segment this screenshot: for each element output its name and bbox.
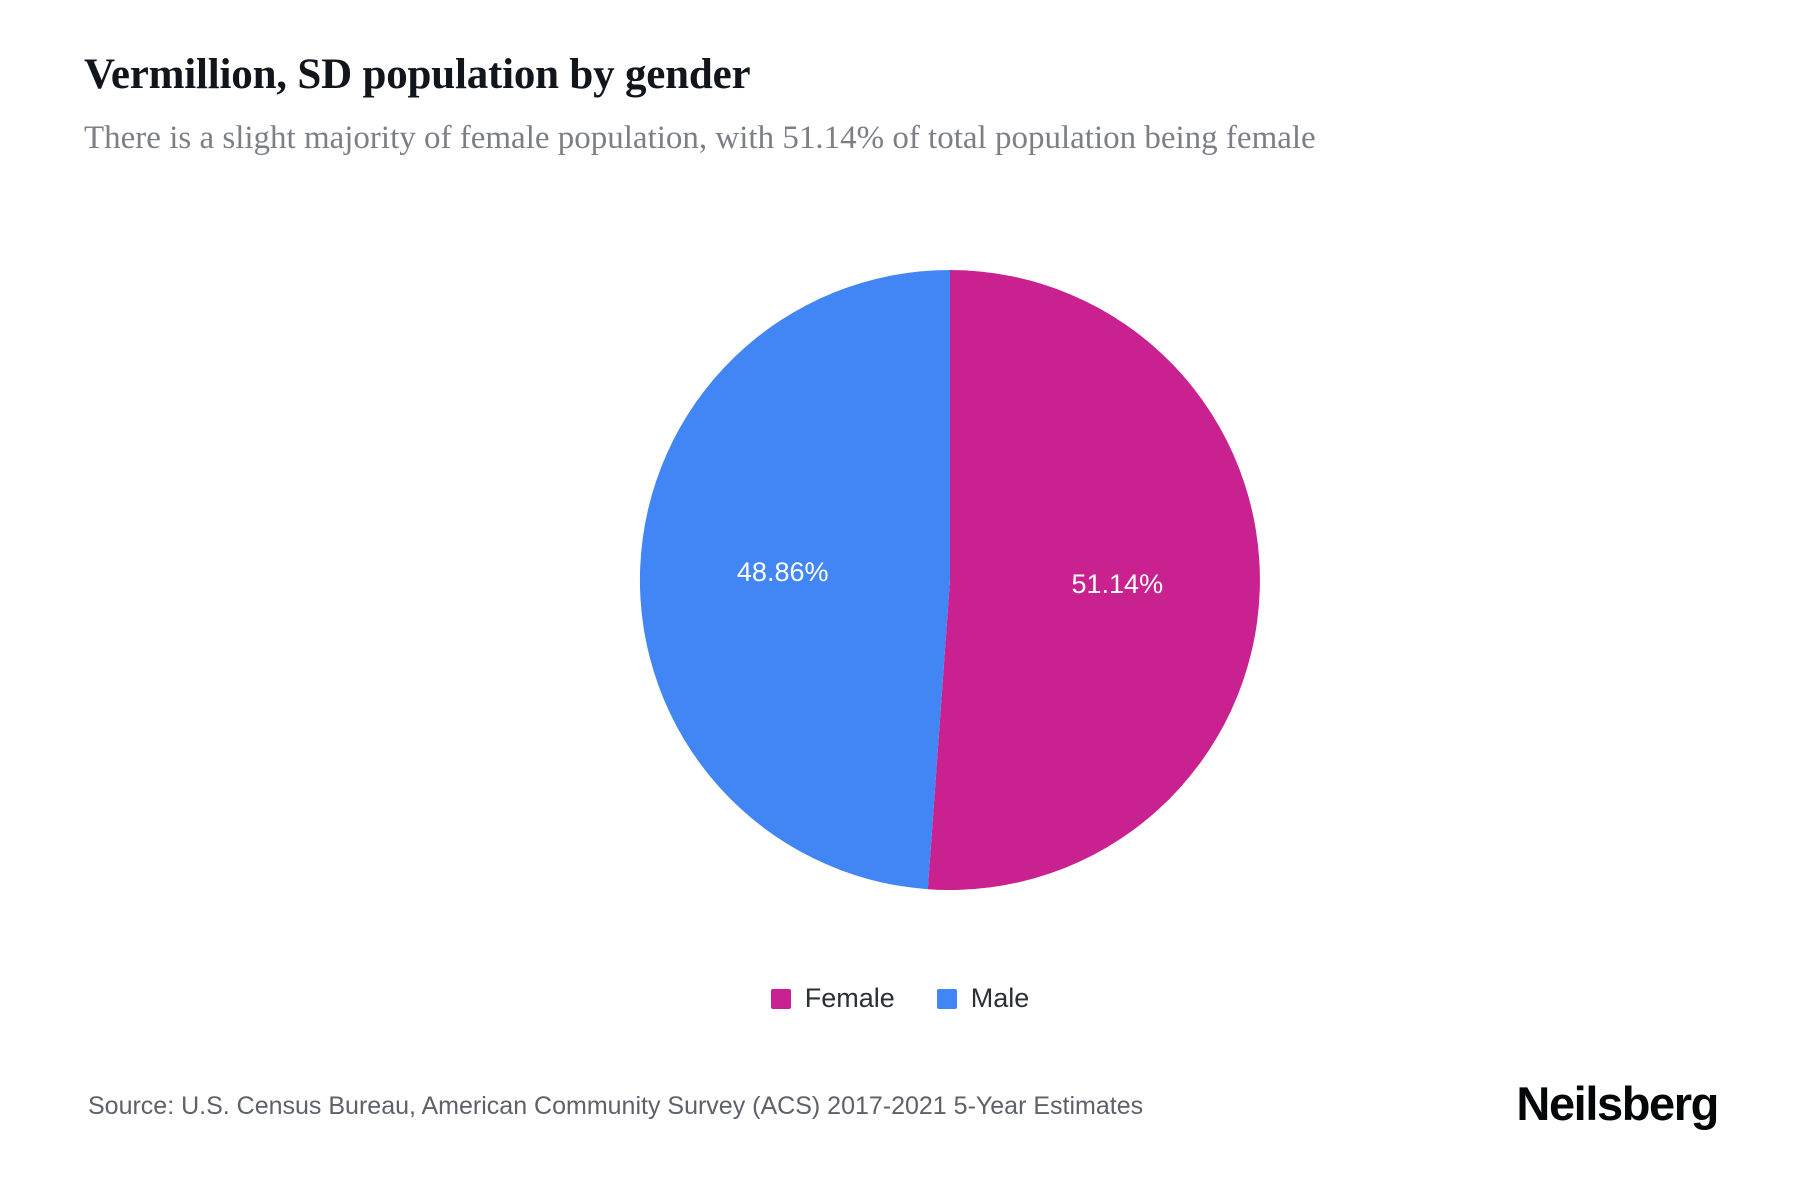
pie-label-male: 48.86%: [737, 557, 829, 587]
source-note: Source: U.S. Census Bureau, American Com…: [88, 1092, 1144, 1120]
pie-slice-male[interactable]: [639, 270, 950, 890]
page-title: Vermillion, SD population by gender: [84, 51, 751, 98]
chart-legend: Female Male: [0, 985, 1800, 1012]
pie-slice-female[interactable]: [927, 270, 1260, 890]
pie-svg: 51.14% 48.86%: [639, 270, 1260, 890]
legend-item-male[interactable]: Male: [936, 983, 1030, 1013]
chart-footer: Source: U.S. Census Bureau, American Com…: [0, 1075, 1800, 1145]
pie-label-female: 51.14%: [1072, 569, 1164, 599]
plot-area: 51.14% 48.86%: [0, 255, 1800, 955]
legend-item-female[interactable]: Female: [770, 983, 895, 1013]
legend-label-female: Female: [804, 983, 895, 1013]
brand-logo: Neilsberg: [1516, 1077, 1719, 1130]
legend-square-icon: [770, 988, 791, 1009]
chart-subtitle: There is a slight majority of female pop…: [84, 120, 1316, 156]
legend-label-male: Male: [970, 983, 1030, 1013]
legend-square-icon: [936, 988, 957, 1009]
chart-header: Vermillion, SD population by gender Ther…: [84, 48, 1724, 160]
pie-chart: 51.14% 48.86%: [639, 270, 1260, 890]
